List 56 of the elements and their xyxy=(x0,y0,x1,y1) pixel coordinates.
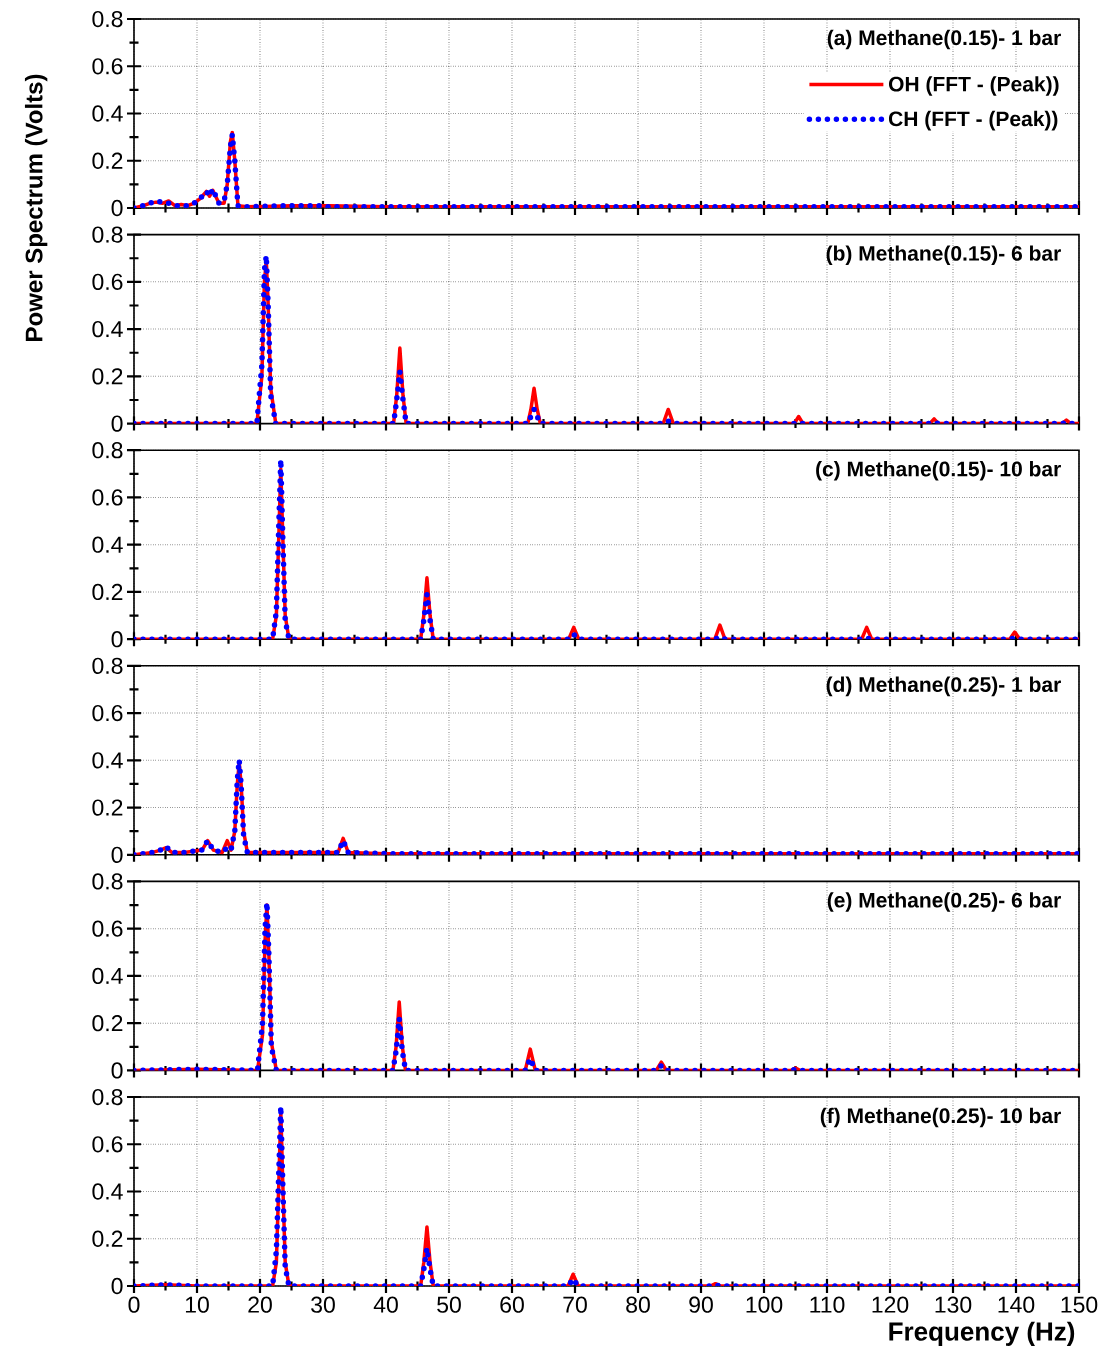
chart-title: (f) Methane(0.25)- 10 bar xyxy=(820,1107,1061,1128)
chart-title: (a) Methane(0.15)- 1 bar xyxy=(827,29,1061,50)
y-axis-title: Power Spectrum (Volts) xyxy=(24,74,48,341)
y-tick-label: 0.2 xyxy=(92,1230,123,1247)
chart-title: (b) Methane(0.15)- 6 bar xyxy=(826,245,1061,265)
y-tick-label: 0 xyxy=(111,199,123,217)
chart-title: (e) Methane(0.25)- 6 bar xyxy=(827,892,1061,912)
y-tick-label: 0 xyxy=(111,1062,123,1079)
y-tick-label: 0.8 xyxy=(92,873,123,890)
x-tick-label: 120 xyxy=(872,1296,909,1313)
y-tick-label: 0.4 xyxy=(92,752,123,769)
x-tick-label: 60 xyxy=(500,1296,524,1313)
x-tick-label: 40 xyxy=(373,1296,398,1313)
x-tick-label: 100 xyxy=(746,1296,783,1313)
x-tick-label: 110 xyxy=(810,1296,845,1313)
y-tick-label: 0.6 xyxy=(92,920,123,937)
y-tick-label: 0 xyxy=(111,631,123,648)
y-tick-label: 0.4 xyxy=(92,1183,123,1200)
x-tick-label: 70 xyxy=(563,1296,587,1313)
y-tick-label: 0.8 xyxy=(92,442,123,459)
y-tick-label: 0.2 xyxy=(92,799,123,816)
legend-label: OH (FFT - (Peak)) xyxy=(888,76,1059,96)
y-tick-label: 0.6 xyxy=(92,489,123,506)
y-tick-label: 0.2 xyxy=(92,583,123,601)
y-tick-label: 0.6 xyxy=(92,58,123,75)
y-tick-label: 0.2 xyxy=(92,1015,123,1032)
y-tick-label: 0.2 xyxy=(92,152,123,169)
y-tick-label: 0.4 xyxy=(92,536,123,553)
legend-label: CH (FFT - (Peak)) xyxy=(888,110,1058,131)
y-tick-label: 0.6 xyxy=(92,1136,123,1153)
x-tick-label: 20 xyxy=(248,1296,272,1313)
x-tick-label: 10 xyxy=(185,1296,209,1313)
x-tick-label: 30 xyxy=(311,1296,335,1313)
y-tick-label: 0 xyxy=(111,846,123,863)
y-tick-label: 0.4 xyxy=(92,105,123,122)
y-tick-label: 0.4 xyxy=(92,320,123,338)
x-tick-label: 150 xyxy=(1061,1296,1098,1313)
x-tick-label: 130 xyxy=(935,1296,972,1313)
x-tick-label: 90 xyxy=(689,1296,713,1313)
chart-title: (c) Methane(0.15)- 10 bar xyxy=(816,460,1061,481)
y-tick-label: 0.8 xyxy=(92,226,123,243)
y-tick-label: 0.8 xyxy=(92,1088,123,1106)
y-tick-label: 0 xyxy=(111,415,123,432)
x-tick-label: 0 xyxy=(128,1296,140,1313)
x-tick-label: 50 xyxy=(437,1296,461,1313)
y-tick-label: 0.8 xyxy=(92,657,123,674)
y-tick-label: 0.6 xyxy=(92,273,123,290)
y-tick-label: 0.8 xyxy=(92,10,123,28)
x-axis-title: Frequency (Hz) xyxy=(889,1321,1075,1346)
chart-title: (d) Methane(0.25)- 1 bar xyxy=(826,676,1061,697)
y-tick-label: 0.6 xyxy=(92,704,123,722)
x-tick-label: 140 xyxy=(998,1296,1035,1313)
x-tick-label: 80 xyxy=(626,1296,650,1313)
y-tick-label: 0 xyxy=(111,1277,123,1295)
y-tick-label: 0.4 xyxy=(92,967,123,985)
y-tick-label: 0.2 xyxy=(92,368,123,385)
